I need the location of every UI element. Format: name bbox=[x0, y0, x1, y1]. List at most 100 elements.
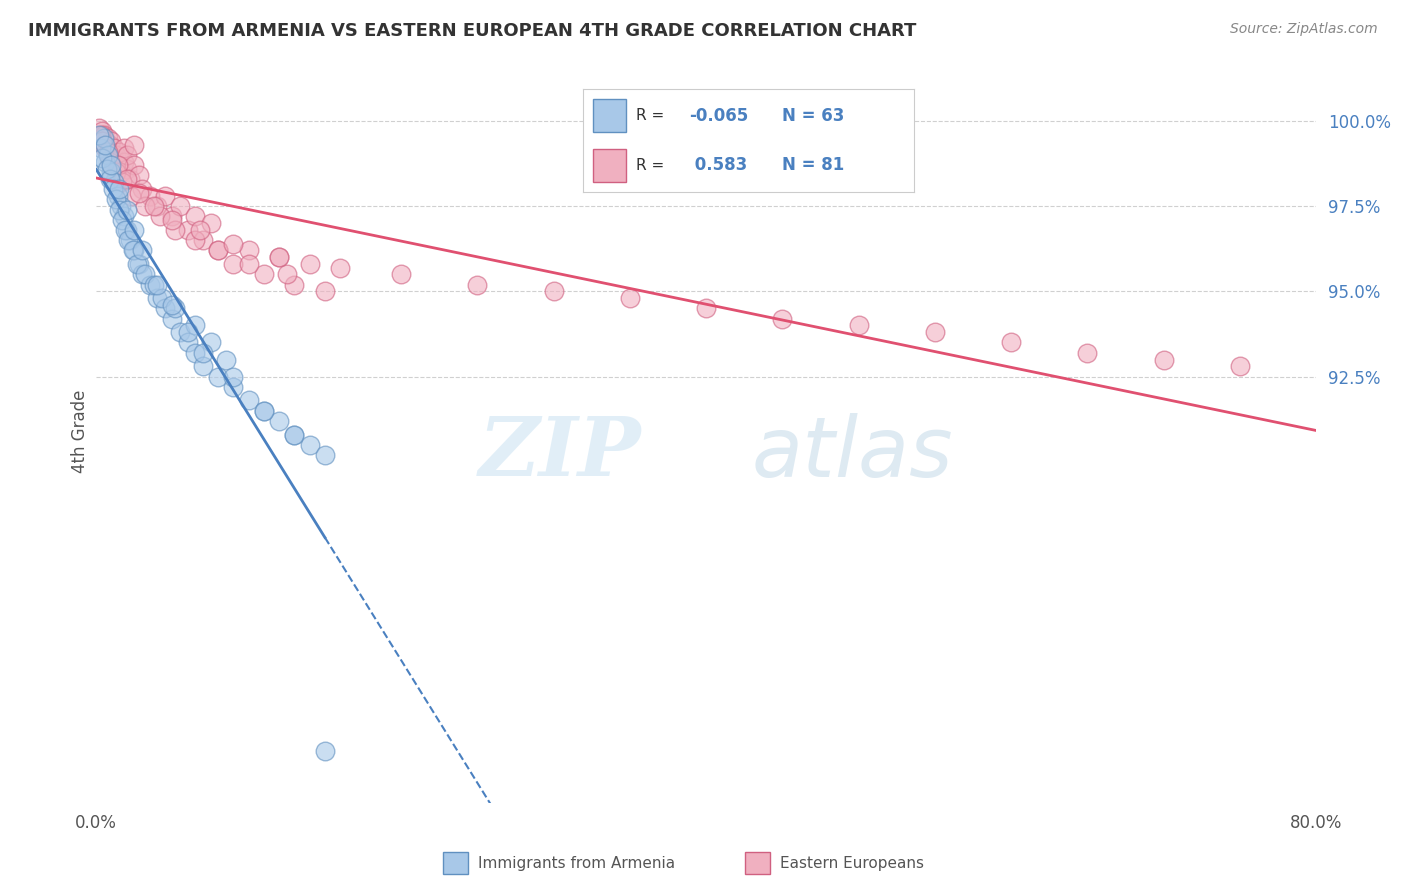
Point bbox=[143, 277, 166, 292]
Point bbox=[188, 223, 211, 237]
Point bbox=[103, 175, 125, 189]
Text: Source: ZipAtlas.com: Source: ZipAtlas.com bbox=[1230, 22, 1378, 37]
Point bbox=[162, 210, 184, 224]
Text: N = 81: N = 81 bbox=[782, 156, 844, 174]
Point bbox=[143, 199, 166, 213]
Point bbox=[131, 244, 153, 258]
Point bbox=[924, 325, 946, 339]
Point bbox=[110, 199, 132, 213]
Text: Eastern Europeans: Eastern Europeans bbox=[780, 856, 924, 871]
Point bbox=[146, 291, 169, 305]
Point bbox=[100, 148, 122, 162]
Point bbox=[191, 359, 214, 374]
Point bbox=[97, 145, 120, 159]
Point bbox=[169, 325, 191, 339]
Point bbox=[162, 212, 184, 227]
Point bbox=[153, 189, 176, 203]
Point bbox=[110, 165, 132, 179]
Point bbox=[108, 182, 131, 196]
Point bbox=[115, 161, 138, 176]
Point bbox=[162, 298, 184, 312]
Point bbox=[101, 154, 124, 169]
Point bbox=[276, 268, 298, 282]
Point bbox=[695, 301, 717, 316]
Point bbox=[128, 186, 150, 200]
Point bbox=[269, 250, 291, 264]
Point bbox=[222, 257, 245, 271]
Text: R =: R = bbox=[637, 108, 665, 123]
Point bbox=[124, 244, 146, 258]
Point bbox=[176, 325, 198, 339]
Point bbox=[283, 277, 305, 292]
Point bbox=[314, 285, 336, 299]
Point bbox=[93, 131, 115, 145]
Point bbox=[314, 744, 336, 758]
Point bbox=[96, 141, 118, 155]
Point bbox=[314, 448, 336, 462]
Point bbox=[101, 182, 124, 196]
Point bbox=[543, 285, 565, 299]
Text: ZIP: ZIP bbox=[478, 413, 641, 493]
Point bbox=[94, 154, 117, 169]
Point bbox=[149, 210, 172, 224]
Point bbox=[124, 223, 146, 237]
Point bbox=[98, 154, 121, 169]
Point bbox=[1229, 359, 1251, 374]
Point bbox=[200, 216, 222, 230]
Point bbox=[115, 223, 138, 237]
Point bbox=[94, 137, 117, 152]
Point bbox=[138, 189, 160, 203]
Point bbox=[200, 335, 222, 350]
Point bbox=[90, 131, 112, 145]
Text: N = 63: N = 63 bbox=[782, 107, 844, 125]
Point bbox=[93, 137, 115, 152]
Text: Immigrants from Armenia: Immigrants from Armenia bbox=[478, 856, 675, 871]
Point bbox=[191, 233, 214, 247]
Text: R =: R = bbox=[637, 158, 669, 173]
Point bbox=[283, 427, 305, 442]
Point bbox=[98, 172, 121, 186]
Point bbox=[165, 223, 187, 237]
Point bbox=[111, 212, 134, 227]
Point bbox=[107, 189, 129, 203]
Point bbox=[1153, 352, 1175, 367]
Point bbox=[117, 233, 139, 247]
Point bbox=[91, 135, 114, 149]
Point bbox=[146, 277, 169, 292]
FancyBboxPatch shape bbox=[593, 99, 627, 132]
Point bbox=[115, 172, 138, 186]
Point bbox=[184, 233, 207, 247]
Point bbox=[118, 172, 141, 186]
Text: -0.065: -0.065 bbox=[689, 107, 748, 125]
Point bbox=[100, 158, 122, 172]
Text: atlas: atlas bbox=[752, 413, 953, 494]
Point bbox=[222, 236, 245, 251]
Point bbox=[121, 244, 143, 258]
Point bbox=[108, 202, 131, 217]
Point bbox=[1000, 335, 1022, 350]
Point bbox=[120, 189, 142, 203]
Point bbox=[107, 158, 129, 172]
Point bbox=[128, 169, 150, 183]
Point bbox=[94, 135, 117, 149]
Point bbox=[153, 301, 176, 316]
Point bbox=[115, 202, 138, 217]
Point bbox=[253, 268, 276, 282]
FancyBboxPatch shape bbox=[593, 149, 627, 181]
Point bbox=[389, 268, 412, 282]
Point bbox=[283, 427, 305, 442]
Point bbox=[848, 318, 870, 333]
Point bbox=[91, 124, 114, 138]
Point bbox=[112, 141, 135, 155]
Point bbox=[89, 120, 111, 135]
Point bbox=[97, 148, 120, 162]
Point bbox=[238, 244, 260, 258]
Point bbox=[90, 128, 112, 142]
Point bbox=[269, 414, 291, 428]
Point bbox=[184, 345, 207, 359]
Point bbox=[91, 152, 114, 166]
Point bbox=[165, 301, 187, 316]
Point bbox=[96, 161, 118, 176]
Point bbox=[108, 145, 131, 159]
Point bbox=[90, 141, 112, 155]
